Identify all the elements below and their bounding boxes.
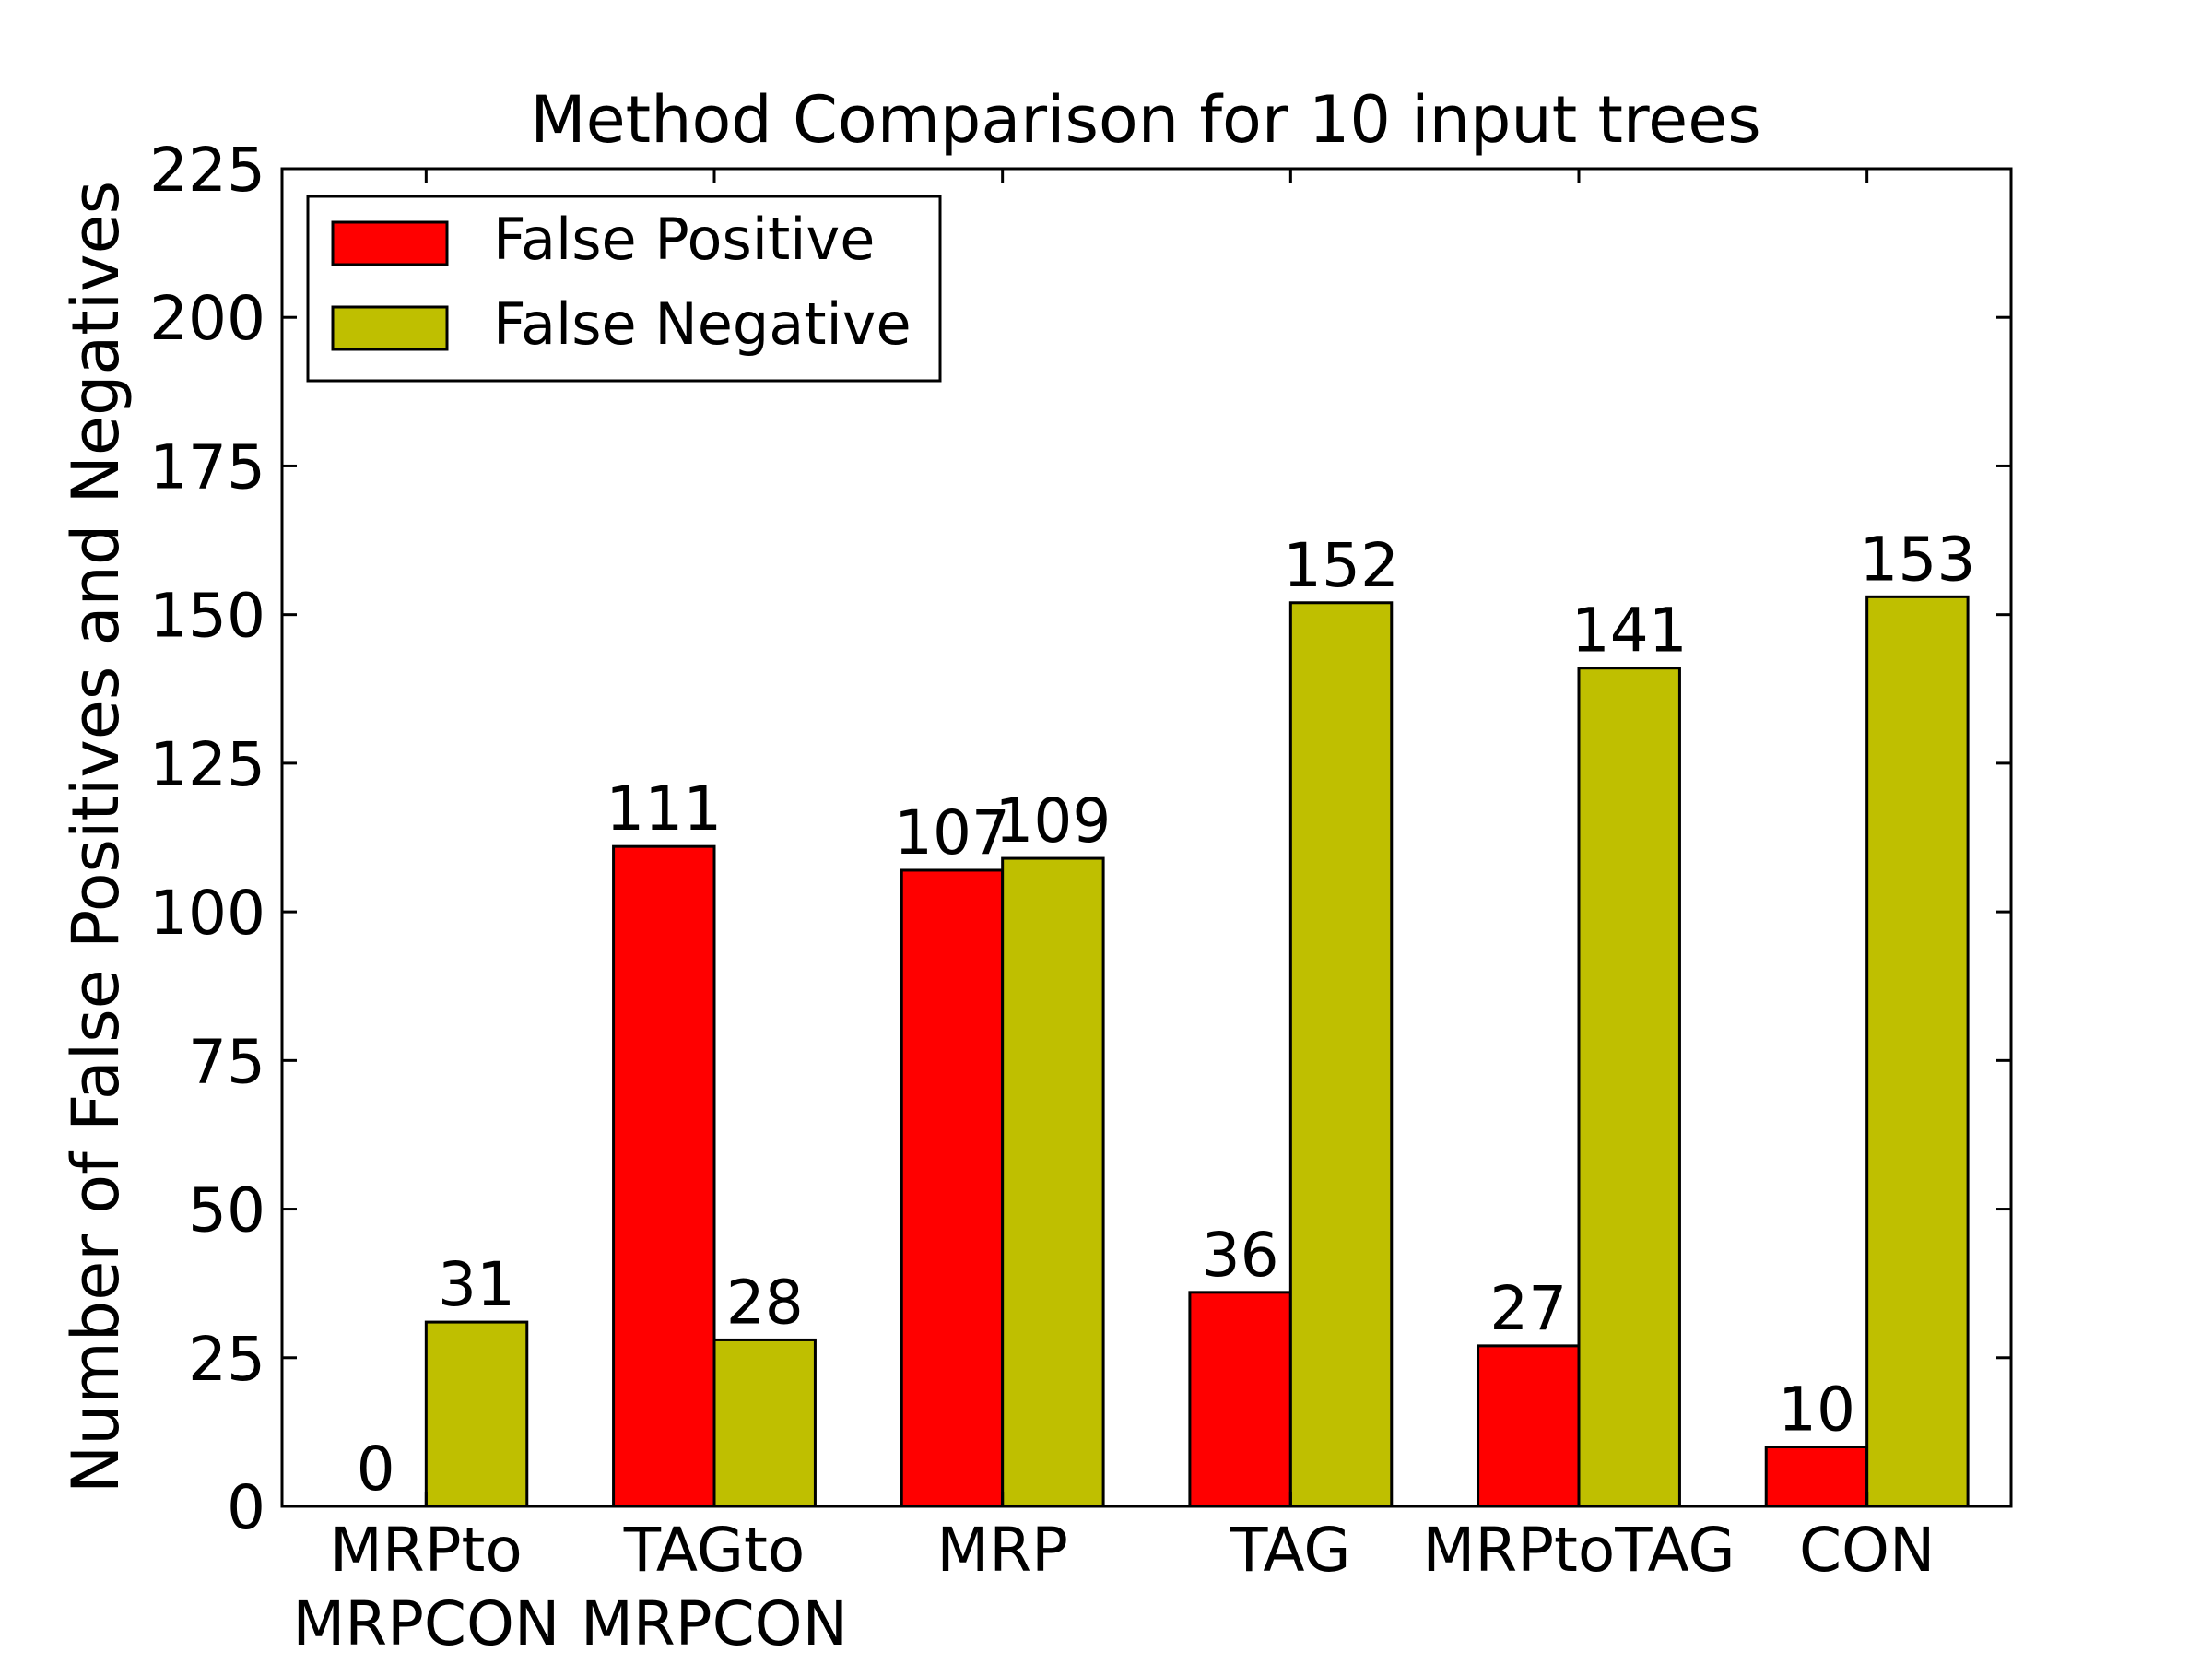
bar-false-negative-4 [1577,667,1681,1508]
data-label: 0 [357,1434,395,1505]
data-label: 27 [1489,1273,1567,1344]
data-label: 10 [1778,1375,1855,1446]
x-tick-label: MRPCON [581,1588,848,1659]
y-tick-label: 0 [227,1472,265,1543]
data-labels-layer: 0 111 107 36 27 10 31 28 109 152 141 153 [357,524,1976,1505]
legend-swatch [331,220,449,266]
bar-false-negative-2 [1001,856,1105,1508]
bar-false-negative-5 [1865,595,1970,1508]
legend-label: False Negative [493,290,912,358]
data-label: 152 [1283,530,1399,601]
data-label: 31 [438,1249,515,1320]
chart-title: Method Comparison for 10 input trees [530,82,1761,158]
y-tick-label: 25 [188,1324,265,1395]
data-label: 107 [894,797,1010,868]
bar-false-negative-3 [1288,601,1394,1508]
y-tick-label: 150 [149,581,265,652]
bar-false-positive-3 [1188,1291,1292,1508]
data-label: 153 [1859,524,1975,595]
y-tick-label: 175 [149,431,265,502]
bar-false-positive-2 [900,868,1005,1508]
legend-swatch [331,305,449,351]
x-tick-label: MRPCON [292,1588,559,1659]
bar-false-negative-0 [424,1320,529,1508]
y-tick-label: 50 [188,1175,265,1246]
plot-frame [280,167,2013,1508]
x-tick-label: MRPto [330,1515,523,1586]
y-tick-label: 125 [149,729,265,800]
x-tick-label: TAGto [623,1515,806,1586]
data-label: 141 [1571,596,1688,667]
data-label: 109 [994,785,1111,856]
bar-false-positive-1 [612,844,716,1508]
y-tick-label: 200 [149,283,265,354]
y-tick-label: 75 [188,1026,265,1097]
x-tick-label: CON [1799,1515,1935,1586]
y-tick-label: 100 [149,878,265,949]
y-tick-label: 225 [149,135,265,206]
bar-false-positive-5 [1764,1446,1869,1508]
x-tick-label: MRPtoTAG [1422,1515,1735,1586]
legend-label: False Positive [493,206,875,273]
y-axis-label: Number of False Positives and Negatives [58,181,134,1493]
x-tick-label: TAG [1230,1515,1350,1586]
bar-false-negative-1 [712,1338,817,1508]
data-label: 36 [1202,1220,1279,1291]
ticks-layer: 0255075100125150175200225MRPtoMRPCONTAGt… [149,135,2011,1659]
data-label: 28 [726,1267,804,1338]
legend: False Positive False Negative [306,195,942,383]
x-tick-label: MRP [936,1515,1068,1586]
bars-layer [424,595,1970,1508]
bar-false-positive-4 [1477,1344,1581,1508]
data-label: 111 [606,773,722,844]
